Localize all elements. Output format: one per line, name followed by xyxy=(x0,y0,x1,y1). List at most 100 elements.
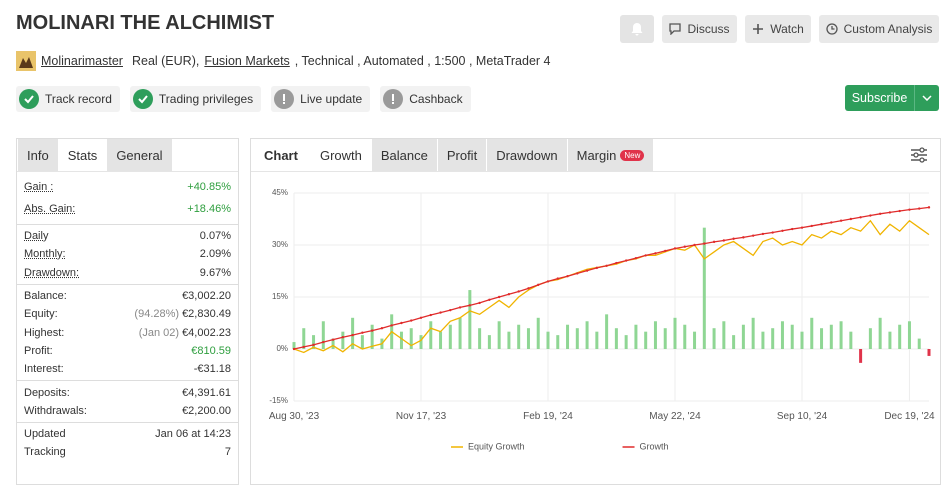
bar xyxy=(780,321,784,349)
stats-tab[interactable]: Info xyxy=(18,139,58,171)
chevron-icon xyxy=(922,95,932,101)
stat-value: €2,200.00 xyxy=(182,404,231,417)
status-badge: Track record xyxy=(16,86,120,112)
bar xyxy=(302,328,306,349)
point xyxy=(908,208,911,211)
stat-label: Drawdown: xyxy=(24,266,80,279)
page-title: MOLINARI THE ALCHIMIST xyxy=(16,12,275,34)
x-tick-label: Dec 19, '24 xyxy=(884,411,935,422)
stat-label: Profit: xyxy=(24,344,53,357)
bar xyxy=(722,321,726,349)
bar xyxy=(614,328,618,349)
point xyxy=(556,277,559,280)
stat-value: 7 xyxy=(224,446,231,459)
stat-label: Highest: xyxy=(24,326,65,339)
point xyxy=(488,298,491,301)
point xyxy=(312,343,315,347)
point xyxy=(595,266,599,270)
user-link[interactable]: Molinarimaster xyxy=(41,54,123,68)
stats-tab[interactable]: General xyxy=(107,139,172,171)
stats-row: Interest: -€31.18 xyxy=(24,360,231,378)
new-badge: New xyxy=(620,149,645,161)
point xyxy=(458,306,462,309)
bar xyxy=(478,328,482,349)
point xyxy=(497,295,501,299)
line xyxy=(293,219,930,354)
bar xyxy=(517,324,521,349)
bar xyxy=(634,324,638,349)
bang xyxy=(392,94,395,101)
bar xyxy=(546,331,550,349)
badges: Track record Trading privileges Live updat… xyxy=(16,86,481,112)
subscribe-label: Subscribe xyxy=(851,91,908,105)
point xyxy=(927,206,931,209)
point xyxy=(390,324,393,327)
broker-link[interactable]: Fusion Markets xyxy=(204,54,290,68)
point xyxy=(673,247,677,250)
bar xyxy=(859,349,863,363)
point xyxy=(859,216,862,219)
stat-label: Equity: xyxy=(24,308,58,321)
clock-icon xyxy=(825,23,838,35)
stat-value: €4,002.23 xyxy=(182,326,231,339)
line xyxy=(293,206,930,350)
bar xyxy=(868,328,872,349)
x-tick-label: Sep 10, '24 xyxy=(777,411,828,422)
dropdown-toggle[interactable] xyxy=(914,85,939,111)
bar xyxy=(790,324,794,349)
point xyxy=(800,226,804,229)
dot xyxy=(283,102,286,104)
check xyxy=(24,95,34,104)
bar xyxy=(820,328,824,349)
watch-button[interactable]: Watch xyxy=(745,15,811,43)
chart-tab[interactable]: Margin New xyxy=(567,139,654,171)
stats-panel: Info Stats General Gain : +40.85% Abs. Gain:… xyxy=(16,138,239,485)
chart-panel: Chart Growth Balance Profit Drawdown Margin Ne… xyxy=(250,138,941,485)
badge-label: Live update xyxy=(300,92,363,106)
tab-label: Margin xyxy=(576,147,617,163)
subscribe-button[interactable]: Subscribe xyxy=(845,85,939,111)
legend-label: Growth xyxy=(640,441,669,451)
chart-tab[interactable]: Balance xyxy=(371,139,437,171)
point xyxy=(380,327,384,330)
chart-tab[interactable]: Growth xyxy=(310,139,371,171)
bar xyxy=(605,314,609,349)
stats-row: Tracking 7 xyxy=(24,443,231,461)
icon-glyph xyxy=(138,95,148,104)
stats-row: Highest: (Jan 02) €4,002.23 xyxy=(24,323,231,341)
chart-tab[interactable]: Drawdown xyxy=(487,139,567,171)
stat-value: 2.09% xyxy=(199,248,231,261)
settings-icon[interactable] xyxy=(909,145,929,165)
point xyxy=(527,287,530,290)
bar xyxy=(741,324,745,349)
stats-group: Updated Jan 06 at 14:23 Tracking 7 xyxy=(17,423,238,464)
point xyxy=(703,242,706,245)
status-badge: Trading privileges xyxy=(129,86,262,112)
stat-value: €810.59 xyxy=(191,344,231,357)
stats-tab[interactable]: Stats xyxy=(58,139,107,171)
bar xyxy=(653,321,657,349)
stat-value: +18.46% xyxy=(187,203,231,215)
point xyxy=(322,340,325,344)
bar xyxy=(683,324,687,349)
badge-label: Track record xyxy=(45,92,112,106)
chart-label: Chart xyxy=(252,139,310,171)
y-tick-label: 30% xyxy=(272,240,288,249)
bar xyxy=(448,324,452,349)
bar xyxy=(829,324,833,349)
stat-note: (Jan 02) xyxy=(138,326,180,339)
point xyxy=(605,264,608,267)
discuss-button[interactable]: Discuss xyxy=(662,15,737,43)
point xyxy=(693,243,696,247)
chart-tab[interactable]: Profit xyxy=(437,139,487,171)
point xyxy=(507,293,511,296)
point xyxy=(478,301,481,305)
bar xyxy=(702,227,706,349)
point xyxy=(292,347,296,351)
stat-label: Deposits: xyxy=(24,386,70,399)
custom-analysis-button[interactable]: Custom Analysis xyxy=(819,15,939,43)
alert-button[interactable] xyxy=(620,15,654,43)
point xyxy=(849,217,853,221)
bar xyxy=(712,328,716,349)
